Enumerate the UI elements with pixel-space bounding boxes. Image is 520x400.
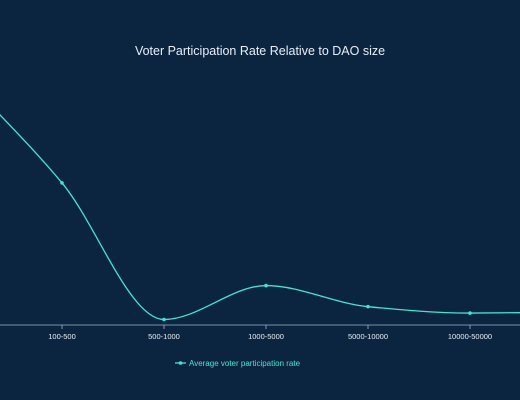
x-tick-label: 1000-5000 <box>248 332 284 341</box>
data-point[interactable] <box>264 283 268 288</box>
x-axis-ticks <box>61 325 471 329</box>
data-point[interactable] <box>162 317 166 322</box>
series-line <box>0 114 520 321</box>
series-points <box>60 181 472 322</box>
legend-label: Average voter participation rate <box>189 359 301 368</box>
x-tick-label: 500-1000 <box>148 332 180 341</box>
legend[interactable]: Average voter participation rate <box>175 359 301 368</box>
x-tick-label: 5000-10000 <box>348 332 388 341</box>
x-tick-label: 10000-50000 <box>448 332 492 341</box>
chart-title: Voter Participation Rate Relative to DAO… <box>135 44 385 58</box>
data-point[interactable] <box>366 304 370 309</box>
data-point[interactable] <box>60 181 64 185</box>
x-axis-tick-labels: <100100-500500-10001000-50005000-1000010… <box>48 332 492 341</box>
legend-point-marker <box>178 361 183 365</box>
x-tick-label: 100-500 <box>48 332 76 341</box>
data-point[interactable] <box>468 311 472 315</box>
